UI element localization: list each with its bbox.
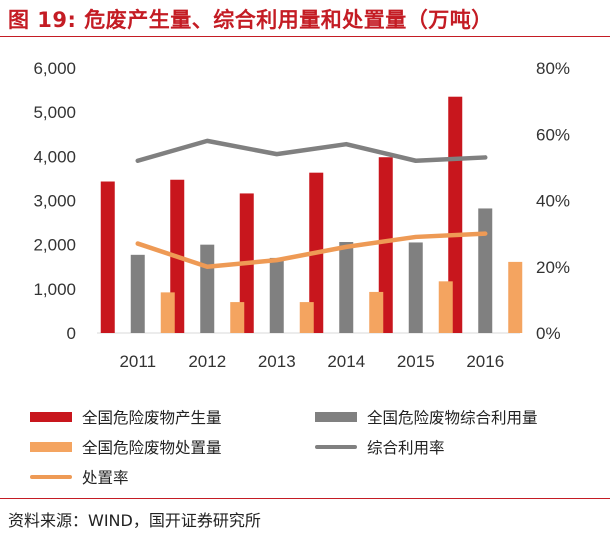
line-utilization-rate — [135, 138, 488, 163]
legend-swatch-disposal-rate — [30, 475, 72, 479]
bar-generation — [448, 96, 463, 333]
legend-label-utilization-rate: 综合利用率 — [367, 439, 445, 457]
source-note: 资料来源：WIND，国开证券研究所 — [8, 511, 261, 530]
legend-label-utilization: 全国危险废物综合利用量 — [367, 409, 538, 427]
x-tick-label: 2014 — [327, 352, 365, 371]
x-tick-label: 2016 — [466, 352, 504, 371]
title-divider — [0, 36, 610, 37]
bar-utilization — [200, 244, 215, 333]
legend-swatch-generation — [30, 412, 72, 422]
bar-disposal — [160, 292, 175, 333]
legend-label-disposal-rate: 处置率 — [82, 469, 129, 487]
x-tick-label: 2015 — [397, 352, 435, 371]
bar-utilization — [339, 242, 354, 333]
bar-disposal — [369, 291, 384, 333]
y-right-tick-label: 0% — [536, 324, 561, 343]
chart-plot: 0 1,000 2,000 3,000 4,000 5,000 6,000 0% 20% 40% 6… — [33, 59, 570, 371]
line-disposal-rate — [135, 231, 488, 269]
legend-item-generation: 全国危险废物产生量 — [30, 406, 222, 428]
bar-utilization — [269, 257, 284, 333]
y-left-tick-label: 6,000 — [33, 59, 76, 78]
x-tick-label: 2013 — [258, 352, 296, 371]
y-right-tick-label: 60% — [536, 125, 570, 144]
bar-disposal — [299, 302, 314, 333]
source-divider — [0, 498, 610, 499]
legend-swatch-utilization-rate — [315, 445, 357, 449]
legend-item-utilization: 全国危险废物综合利用量 — [315, 406, 538, 428]
y-left-tick-label: 1,000 — [33, 280, 76, 299]
x-tick-label: 2012 — [188, 352, 226, 371]
bar-utilization — [408, 242, 423, 333]
chart-legend: 全国危险废物产生量 全国危险废物综合利用量 全国危险废物处置量 综合利用率 处置… — [30, 402, 600, 494]
y-left-tick-label: 2,000 — [33, 236, 76, 255]
chart-title: 图 19: 危废产生量、综合利用量和处置量（万吨） — [8, 8, 493, 32]
legend-swatch-utilization — [315, 412, 357, 422]
legend-item-disposal-rate: 处置率 — [30, 466, 129, 488]
legend-swatch-disposal — [30, 442, 72, 452]
y-right-tick-label: 40% — [536, 192, 570, 211]
bar-disposal — [438, 281, 453, 333]
y-left-tick-label: 5,000 — [33, 103, 76, 122]
bar-disposal — [230, 302, 245, 333]
y-left-tick-label: 3,000 — [33, 192, 76, 211]
bar-utilization — [478, 208, 493, 333]
bar-generation — [378, 157, 393, 333]
y-left-tick-label: 4,000 — [33, 147, 76, 166]
y-right-tick-label: 20% — [536, 258, 570, 277]
legend-item-utilization-rate: 综合利用率 — [315, 436, 445, 458]
y-right-tick-label: 80% — [536, 59, 570, 78]
bar-generation — [100, 181, 115, 333]
y-left-tick-label: 0 — [67, 324, 76, 343]
legend-label-disposal: 全国危险废物处置量 — [82, 439, 222, 457]
legend-item-disposal: 全国危险废物处置量 — [30, 436, 222, 458]
bar-utilization — [130, 254, 145, 333]
legend-label-generation: 全国危险废物产生量 — [82, 409, 222, 427]
bar-disposal — [508, 261, 523, 333]
x-tick-label: 2011 — [119, 352, 156, 371]
